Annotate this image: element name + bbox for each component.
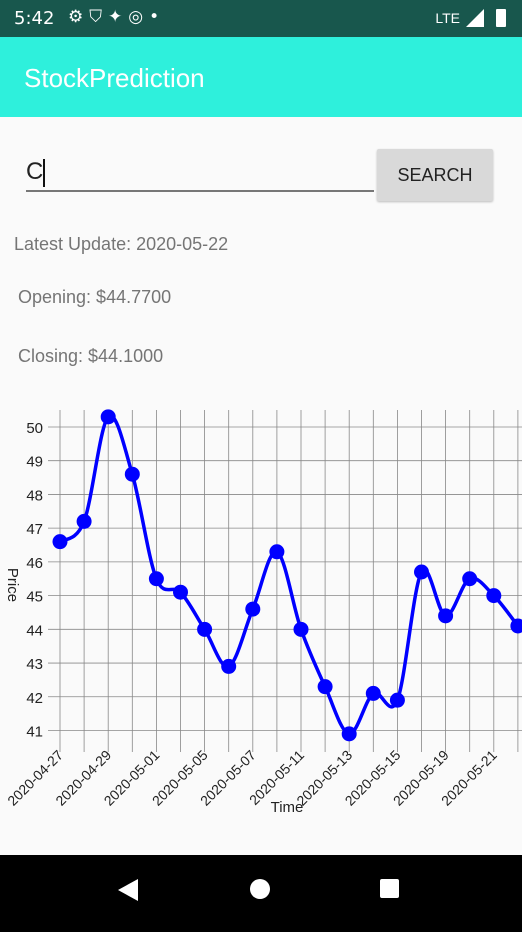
data-point [221,658,237,674]
data-point [341,726,357,742]
y-tick-label: 49 [26,454,43,471]
y-tick-label: 42 [26,690,43,707]
data-point [293,621,309,637]
y-tick-label: 46 [26,555,43,572]
recents-icon[interactable] [380,879,399,898]
x-axis-title: Time [271,799,304,816]
data-point [510,618,522,634]
battery-icon [496,9,506,27]
data-point [148,571,164,587]
app-bar: StockPrediction [0,37,522,117]
y-tick-label: 45 [26,589,43,606]
y-tick-label: 50 [26,420,43,437]
text-cursor [43,159,45,187]
data-point [76,513,92,529]
data-point [269,544,285,560]
network-type: LTE [435,10,460,26]
search-button[interactable]: SEARCH [377,149,493,201]
satellite-icon: ✦ [108,7,129,27]
back-icon[interactable] [118,879,138,901]
data-point [124,466,140,482]
data-point [462,571,478,587]
shield-icon: ⛉ [89,7,108,27]
price-line [58,414,520,736]
app-title: StockPrediction [24,63,205,93]
y-tick-label: 48 [26,487,43,504]
data-point [173,584,188,600]
closing-price-text: Closing: $44.1000 [18,346,164,366]
y-tick-label: 43 [26,656,43,673]
data-point [197,621,213,637]
dot-icon: • [149,7,166,27]
y-tick-label: 41 [26,724,43,741]
at-icon: ◎ [128,7,150,27]
price-chart: 414243444546474849502020-04-272020-04-29… [4,409,522,816]
data-point [389,692,405,708]
data-point [52,534,68,550]
data-point [365,685,381,701]
data-point [245,601,261,617]
data-point [317,679,333,695]
y-tick-label: 47 [26,521,43,538]
latest-update-text: Latest Update: 2020-05-22 [14,234,229,254]
gear-icon: ⚙ [68,7,90,27]
home-icon[interactable] [250,879,270,899]
signal-icon [466,9,484,27]
data-point [486,588,502,604]
y-tick-label: 44 [26,622,43,639]
status-icons: ⚙⛉✦◎• [68,7,165,27]
data-point [438,608,454,624]
y-axis-title: Price [4,568,21,602]
opening-price-text: Opening: $44.7700 [18,287,172,307]
status-time: 5:42 [14,8,55,29]
data-point [414,564,429,580]
status-bar: 5:42 ⚙⛉✦◎• LTE [0,0,522,37]
search-input[interactable] [26,154,374,192]
data-point [100,409,116,425]
